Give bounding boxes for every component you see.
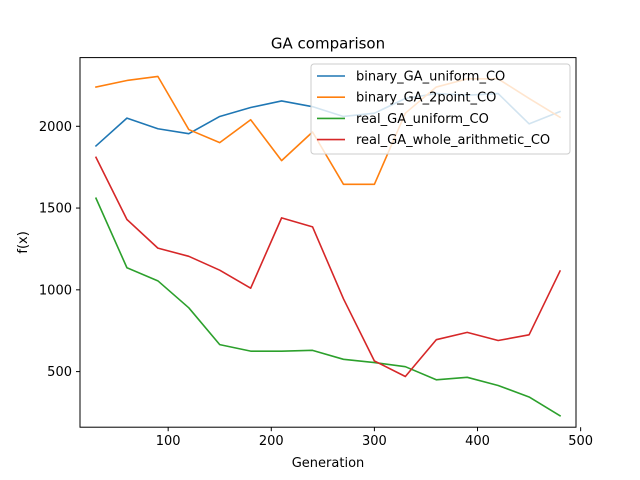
y-tick-label: 1500 xyxy=(39,202,72,217)
y-axis-ticks: 500 1000 1500 2000 xyxy=(39,120,80,380)
y-tick-label: 2000 xyxy=(39,120,72,135)
series-line-4 xyxy=(94,156,562,378)
x-tick-label: 200 xyxy=(259,434,284,449)
legend-entry-label: real_GA_whole_arithmetic_CO xyxy=(356,133,550,148)
x-axis-ticks: 100 200 300 400 500 xyxy=(156,427,593,449)
y-tick-label: 1000 xyxy=(39,283,72,298)
y-tick-label: 500 xyxy=(47,365,72,380)
x-tick-label: 400 xyxy=(465,434,490,449)
chart-title: GA comparison xyxy=(271,35,385,53)
legend-box xyxy=(310,63,571,155)
x-axis-title: Generation xyxy=(292,456,365,471)
x-tick-label: 300 xyxy=(362,434,387,449)
legend-entry-label: real_GA_uniform_CO xyxy=(356,112,489,127)
plot-area-frame xyxy=(79,57,577,428)
legend-entry-label: binary_GA_2point_CO xyxy=(356,91,496,106)
y-axis-title: f(x) xyxy=(16,231,31,253)
legend-entry-label: binary_GA_uniform_CO xyxy=(356,70,505,85)
x-tick-label: 500 xyxy=(568,434,593,449)
legend: binary_GA_uniform_CO binary_GA_2point_COr… xyxy=(310,63,571,155)
x-tick-label: 100 xyxy=(156,434,181,449)
series-line-3 xyxy=(94,197,562,417)
